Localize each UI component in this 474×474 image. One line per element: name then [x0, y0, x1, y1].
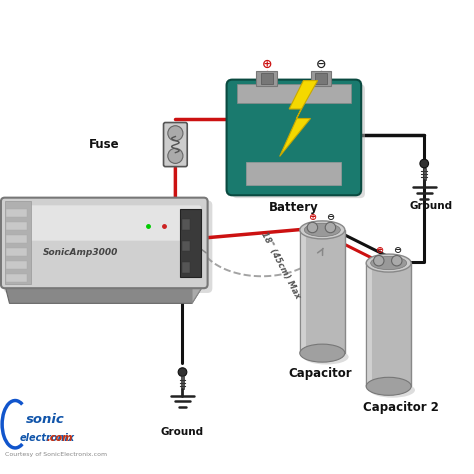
- Circle shape: [178, 368, 187, 376]
- Circle shape: [420, 159, 428, 168]
- Bar: [181, 376, 184, 389]
- Text: Battery: Battery: [269, 201, 319, 214]
- Ellipse shape: [371, 256, 407, 270]
- Bar: [6, 209, 27, 217]
- FancyBboxPatch shape: [227, 80, 361, 195]
- FancyBboxPatch shape: [8, 205, 201, 241]
- Ellipse shape: [300, 344, 345, 362]
- Bar: [300, 230, 345, 353]
- Text: .com: .com: [46, 433, 73, 444]
- Text: SonicAmp3000: SonicAmp3000: [43, 248, 118, 257]
- Bar: [366, 263, 411, 386]
- FancyBboxPatch shape: [1, 198, 208, 288]
- Bar: [182, 262, 190, 273]
- Bar: [5, 201, 31, 284]
- FancyBboxPatch shape: [4, 201, 212, 293]
- Bar: [182, 241, 190, 251]
- Bar: [182, 219, 190, 230]
- Text: Capacitor 2: Capacitor 2: [363, 401, 438, 413]
- Bar: [237, 84, 351, 103]
- Circle shape: [168, 126, 183, 141]
- Bar: [6, 222, 27, 230]
- FancyBboxPatch shape: [232, 84, 365, 198]
- Ellipse shape: [300, 221, 345, 239]
- Bar: [246, 162, 341, 185]
- FancyBboxPatch shape: [164, 123, 187, 167]
- Bar: [6, 261, 27, 269]
- Bar: [310, 71, 331, 86]
- Text: ⊕: ⊕: [375, 245, 383, 255]
- Text: Capacitor: Capacitor: [288, 367, 352, 380]
- Ellipse shape: [366, 254, 411, 272]
- Bar: [180, 209, 201, 277]
- Polygon shape: [192, 201, 204, 303]
- Text: Ground: Ground: [161, 427, 204, 437]
- Text: ⊕: ⊕: [309, 211, 317, 222]
- Text: Ground: Ground: [410, 201, 453, 211]
- Polygon shape: [280, 81, 318, 156]
- Polygon shape: [5, 284, 204, 303]
- Circle shape: [392, 255, 402, 266]
- Ellipse shape: [304, 223, 340, 237]
- Bar: [6, 248, 27, 256]
- Bar: [422, 168, 426, 181]
- Text: ⊕: ⊕: [262, 57, 272, 71]
- Text: 18" (45cm) Max: 18" (45cm) Max: [259, 230, 302, 300]
- Ellipse shape: [370, 383, 415, 398]
- Bar: [315, 73, 327, 84]
- Circle shape: [168, 148, 183, 164]
- Bar: [6, 235, 27, 243]
- Bar: [261, 73, 273, 84]
- Circle shape: [325, 222, 336, 233]
- Text: electronix: electronix: [20, 433, 75, 444]
- Text: ⊖: ⊖: [316, 57, 326, 71]
- Bar: [256, 71, 277, 86]
- Text: sonic: sonic: [26, 413, 65, 426]
- Text: Fuse: Fuse: [89, 138, 119, 151]
- Bar: [6, 274, 27, 282]
- Text: Courtesy of SonicElectronix.com: Courtesy of SonicElectronix.com: [5, 452, 107, 457]
- Circle shape: [307, 222, 318, 233]
- Text: ⊖: ⊖: [393, 245, 401, 255]
- Circle shape: [374, 255, 384, 266]
- Ellipse shape: [366, 377, 411, 395]
- Ellipse shape: [304, 349, 348, 365]
- Text: ⊖: ⊖: [327, 211, 335, 222]
